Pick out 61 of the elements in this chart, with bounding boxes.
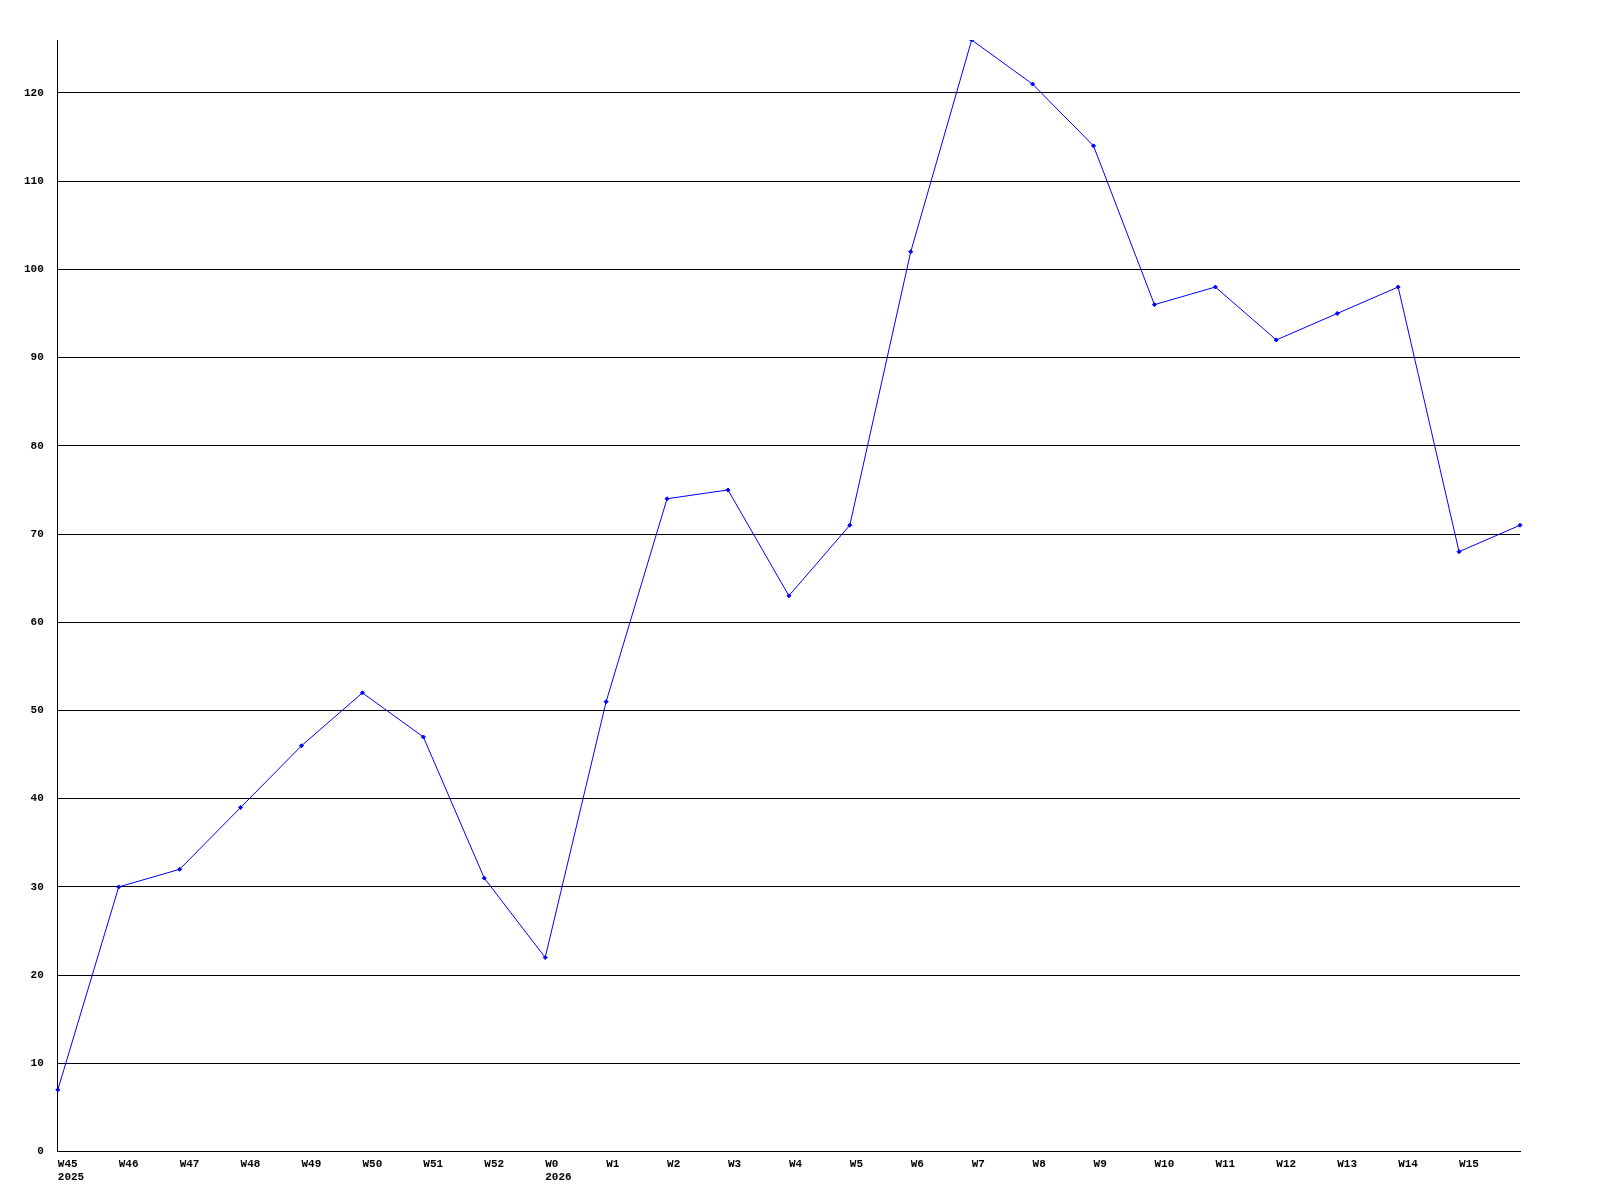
y-tick-label: 60: [30, 616, 44, 629]
x-tick-label: W5: [849, 1157, 864, 1170]
point: [359, 690, 365, 696]
y-tick-label: 70: [30, 527, 44, 540]
y-tick-label: 90: [30, 351, 44, 364]
x-tick-label: W3: [727, 1157, 742, 1170]
point: [481, 875, 487, 881]
y-tick-label: 10: [30, 1057, 44, 1070]
x-tick-label: W47: [179, 1157, 200, 1170]
x-tick-label: W52: [484, 1157, 505, 1170]
y-tick-label: 30: [30, 880, 44, 893]
y-tick-label: 50: [30, 704, 44, 717]
point: [1151, 302, 1157, 308]
x-tick-label: W0 2026: [545, 1157, 572, 1184]
point: [1030, 81, 1036, 87]
x-tick-label: W51: [423, 1157, 444, 1170]
point: [1334, 310, 1340, 316]
point: [55, 1087, 61, 1093]
y-tick-label: 20: [30, 968, 44, 981]
x-tick-label: W12: [1276, 1157, 1297, 1170]
y-tick-label: 80: [30, 439, 44, 452]
point: [299, 743, 304, 749]
x-tick-label: W48: [240, 1157, 261, 1170]
point: [238, 805, 244, 811]
x-tick-label: W4: [788, 1157, 803, 1170]
point: [1212, 284, 1218, 290]
x-tick-label: W45 2025: [57, 1157, 85, 1184]
x-tick-label: W11: [1215, 1157, 1236, 1170]
point: [542, 955, 548, 961]
x-tick-label: W14: [1398, 1157, 1419, 1170]
point: [1395, 284, 1401, 290]
x-tick-label: W7: [971, 1157, 985, 1170]
y-tick-label: 100: [23, 263, 44, 276]
x-tick-label: W46: [118, 1157, 139, 1170]
x-tick-label: W10: [1154, 1157, 1175, 1170]
point: [786, 593, 792, 599]
x-tick-label: W15: [1459, 1157, 1480, 1170]
x-tick-label: W2: [667, 1157, 681, 1170]
point: [420, 734, 426, 740]
x-tick-label: W8: [1032, 1157, 1047, 1170]
y-tick-label: 40: [30, 792, 44, 805]
x-tick-label: W50: [362, 1157, 383, 1170]
point: [116, 884, 122, 890]
y-tick-label: 0: [37, 1145, 44, 1158]
y-tick-label: 110: [23, 174, 44, 187]
point: [908, 249, 914, 255]
point: [603, 699, 609, 705]
x-tick-label: W13: [1337, 1157, 1358, 1170]
point: [664, 496, 670, 502]
point: [1273, 337, 1279, 343]
point: [177, 866, 183, 872]
y-tick-label: 120: [23, 86, 44, 99]
x-tick-label: W1: [606, 1157, 620, 1170]
point: [725, 487, 731, 493]
x-tick-label: W6: [910, 1157, 924, 1170]
point: [1091, 143, 1097, 149]
point: [1517, 522, 1523, 528]
point: [847, 522, 853, 528]
point: [1456, 549, 1462, 555]
x-tick-label: W49: [301, 1157, 322, 1170]
x-tick-label: W9: [1093, 1157, 1107, 1170]
